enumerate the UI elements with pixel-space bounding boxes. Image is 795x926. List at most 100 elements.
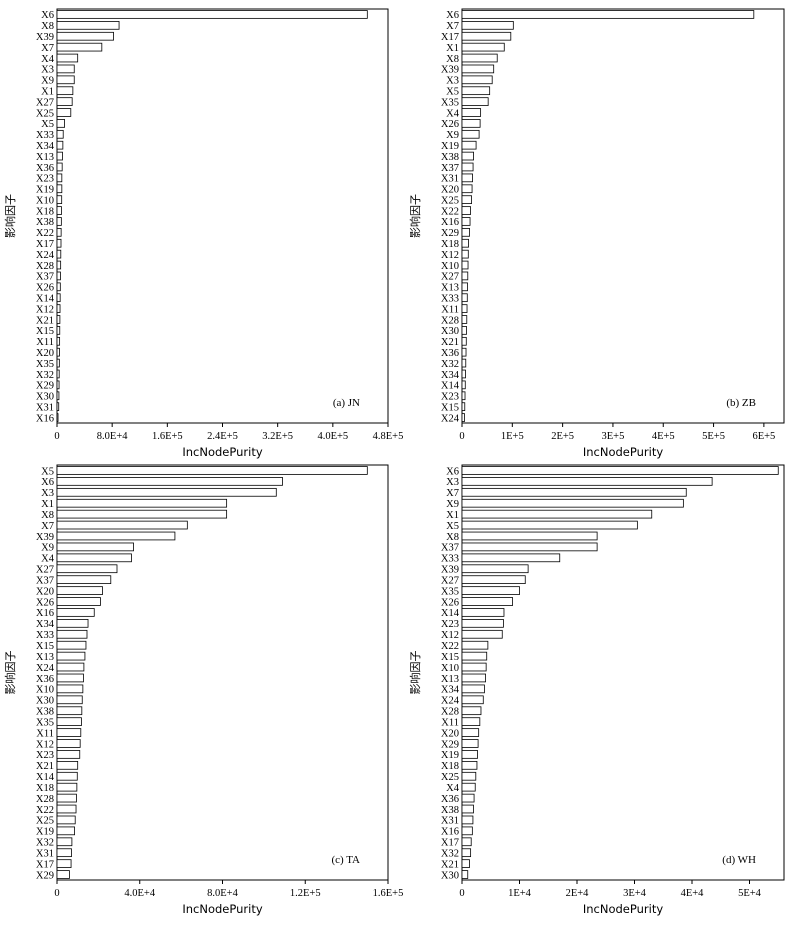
panel-label: (d) WH (722, 854, 756, 866)
category-label: X39 (441, 65, 459, 76)
category-label: X17 (36, 859, 54, 870)
category-label: X30 (36, 392, 54, 403)
category-label: X21 (36, 315, 54, 326)
category-label: X32 (36, 838, 54, 849)
category-label: X36 (36, 674, 54, 685)
category-label: X9 (446, 499, 459, 510)
category-label: X31 (36, 848, 54, 859)
bar-X29 (461, 228, 470, 237)
category-label: X1 (446, 510, 459, 521)
category-label: X4 (41, 554, 55, 565)
category-label: X3 (446, 477, 459, 488)
y-axis-label: 影响因子 (409, 651, 422, 695)
bar-X4 (56, 53, 79, 63)
bar-X32 (56, 837, 73, 847)
bar-X29 (461, 739, 479, 748)
category-label: X8 (41, 510, 54, 521)
bar-X1 (461, 509, 653, 519)
bar-X18 (461, 238, 469, 248)
x-tick-label: 0 (459, 888, 464, 899)
bar-X11 (56, 336, 61, 346)
bar-X5 (56, 466, 368, 475)
bar-X28 (461, 315, 468, 324)
category-label: X35 (36, 359, 54, 370)
bar-X31 (56, 848, 72, 858)
category-label: X9 (446, 130, 459, 141)
x-tick-label: 1.6E+5 (152, 431, 183, 442)
category-label: X12 (36, 739, 54, 750)
bar-X7 (56, 520, 188, 530)
category-label: X35 (36, 717, 54, 728)
bar-X8 (461, 531, 598, 541)
category-label: X27 (441, 272, 459, 283)
bar-X5 (461, 520, 638, 530)
bar-X39 (461, 564, 529, 574)
category-label: X9 (41, 543, 54, 554)
bar-X31 (461, 815, 474, 825)
x-tick-label: 1.6E+5 (373, 888, 404, 899)
bar-X15 (461, 651, 488, 661)
category-label: X30 (36, 696, 54, 707)
category-label: X23 (441, 619, 459, 630)
category-label: X23 (36, 174, 54, 185)
bar-X18 (56, 206, 62, 215)
y-axis-label: 影响因子 (4, 194, 17, 238)
bar-X25 (461, 195, 472, 204)
bar-X27 (56, 97, 73, 106)
panel-label: (a) JN (333, 397, 360, 409)
bar-X38 (461, 804, 474, 814)
bar-X13 (56, 151, 63, 161)
category-label: X14 (36, 772, 55, 783)
bar-X21 (461, 336, 467, 346)
bar-X26 (56, 282, 61, 292)
bar-X20 (461, 184, 473, 194)
bar-X4 (461, 108, 482, 117)
category-label: X8 (446, 532, 459, 543)
category-label: X32 (441, 848, 459, 859)
x-tick-label: 0 (459, 431, 464, 442)
category-label: X20 (441, 185, 459, 196)
category-label: X4 (446, 108, 460, 119)
category-label: X13 (441, 674, 459, 685)
bar-X22 (56, 804, 77, 814)
x-axis-label: IncNodePurity (182, 902, 262, 916)
bar-X21 (56, 760, 79, 770)
plot-frame (461, 464, 785, 881)
category-label: X4 (446, 783, 460, 794)
category-label: X39 (36, 532, 54, 543)
bar-X13 (461, 673, 486, 683)
category-label: X29 (36, 870, 54, 881)
category-label: X22 (36, 228, 54, 239)
category-label: X22 (441, 641, 459, 652)
category-label: X37 (441, 163, 459, 174)
bar-X39 (56, 531, 176, 541)
bar-X10 (461, 662, 487, 672)
x-tick-label: 8.0E+4 (207, 888, 238, 899)
bar-X35 (56, 717, 82, 726)
category-label: X19 (36, 185, 54, 196)
bar-X30 (56, 391, 60, 401)
bar-X26 (56, 597, 101, 606)
bar-X24 (461, 413, 465, 422)
bar-X3 (56, 64, 75, 74)
category-label: X38 (36, 707, 54, 718)
bar-X29 (56, 380, 60, 390)
category-label: X34 (441, 370, 460, 381)
x-tick-label: 4E+5 (652, 431, 675, 442)
category-label: X23 (36, 750, 54, 761)
category-label: X5 (41, 466, 54, 477)
plot-frame (461, 8, 785, 424)
x-axis-label: IncNodePurity (583, 445, 663, 459)
bar-X20 (56, 586, 103, 595)
category-label: X35 (441, 586, 459, 597)
category-label: X28 (441, 315, 459, 326)
bar-X19 (461, 140, 477, 150)
bar-X20 (56, 347, 60, 357)
category-label: X25 (36, 108, 54, 119)
bar-X6 (461, 466, 779, 475)
category-label: X6 (446, 10, 459, 21)
category-label: X3 (446, 76, 459, 87)
category-label: X31 (441, 174, 459, 185)
category-label: X37 (36, 575, 54, 586)
